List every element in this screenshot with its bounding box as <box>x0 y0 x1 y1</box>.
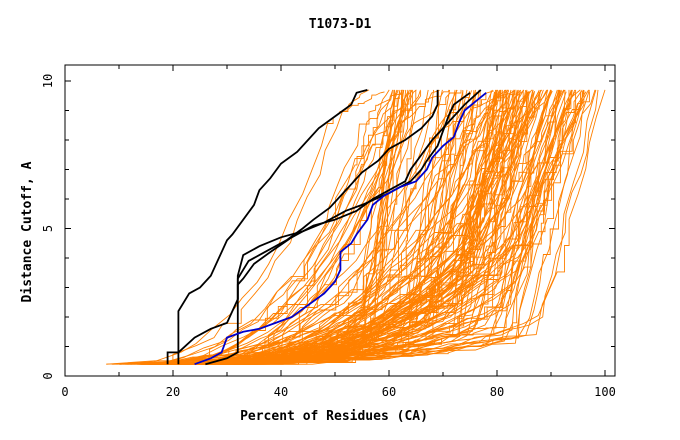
plot-frame <box>64 64 616 377</box>
model-curve <box>191 89 525 365</box>
chart-title: T1073-D1 <box>309 17 372 32</box>
model-curve <box>232 89 515 365</box>
y-axis-ticks: 0 5 10 <box>41 74 615 380</box>
model-curve <box>188 89 521 365</box>
y-tick-label: 5 <box>41 225 55 232</box>
y-tick-label: 0 <box>41 372 55 379</box>
model-curve <box>197 89 599 365</box>
model-curve <box>106 91 385 365</box>
model-curve <box>152 90 513 365</box>
highlight-curve-black <box>205 89 482 366</box>
model-curve <box>208 89 584 365</box>
x-axis-label: Percent of Residues (CA) <box>240 409 428 424</box>
x-tick-label: 80 <box>490 385 504 399</box>
x-axis-ticks: 0 20 40 60 80 100 <box>61 65 616 399</box>
x-tick-label: 40 <box>274 385 288 399</box>
model-curve <box>141 89 552 365</box>
model-curve <box>185 91 422 365</box>
x-tick-label: 0 <box>61 385 68 399</box>
model-curve <box>209 89 552 365</box>
highlight-curve-black <box>166 89 368 365</box>
model-curve <box>136 91 500 365</box>
model-curve <box>119 90 516 365</box>
model-curve <box>119 91 393 365</box>
y-axis-label: Distance Cutoff, A <box>20 161 35 302</box>
model-curve <box>175 89 565 365</box>
model-curve <box>119 89 398 365</box>
highlight-curve-black <box>236 89 439 300</box>
model-curve <box>165 91 590 365</box>
model-curve <box>179 91 529 365</box>
model-curve <box>173 91 476 365</box>
model-curve <box>197 91 581 365</box>
model-curve <box>214 89 542 365</box>
y-tick-label: 10 <box>41 74 55 88</box>
x-tick-label: 60 <box>382 385 396 399</box>
model-curve <box>142 89 577 365</box>
model-curve <box>180 90 516 365</box>
x-tick-label: 100 <box>594 385 616 399</box>
model-curve <box>147 89 524 365</box>
highlighted-curves <box>166 89 487 366</box>
model-curve <box>197 91 497 365</box>
x-tick-label: 20 <box>166 385 180 399</box>
model-curve <box>124 89 549 365</box>
model-curve <box>172 89 403 365</box>
model-curve <box>209 89 597 365</box>
model-curve <box>155 90 494 365</box>
model-curve <box>175 91 400 365</box>
model-curve <box>111 89 507 365</box>
highlight-curve-blue <box>194 92 487 366</box>
model-curve <box>180 91 512 365</box>
model-curve <box>130 89 450 365</box>
model-curve <box>116 89 509 365</box>
model-curve <box>156 90 403 365</box>
